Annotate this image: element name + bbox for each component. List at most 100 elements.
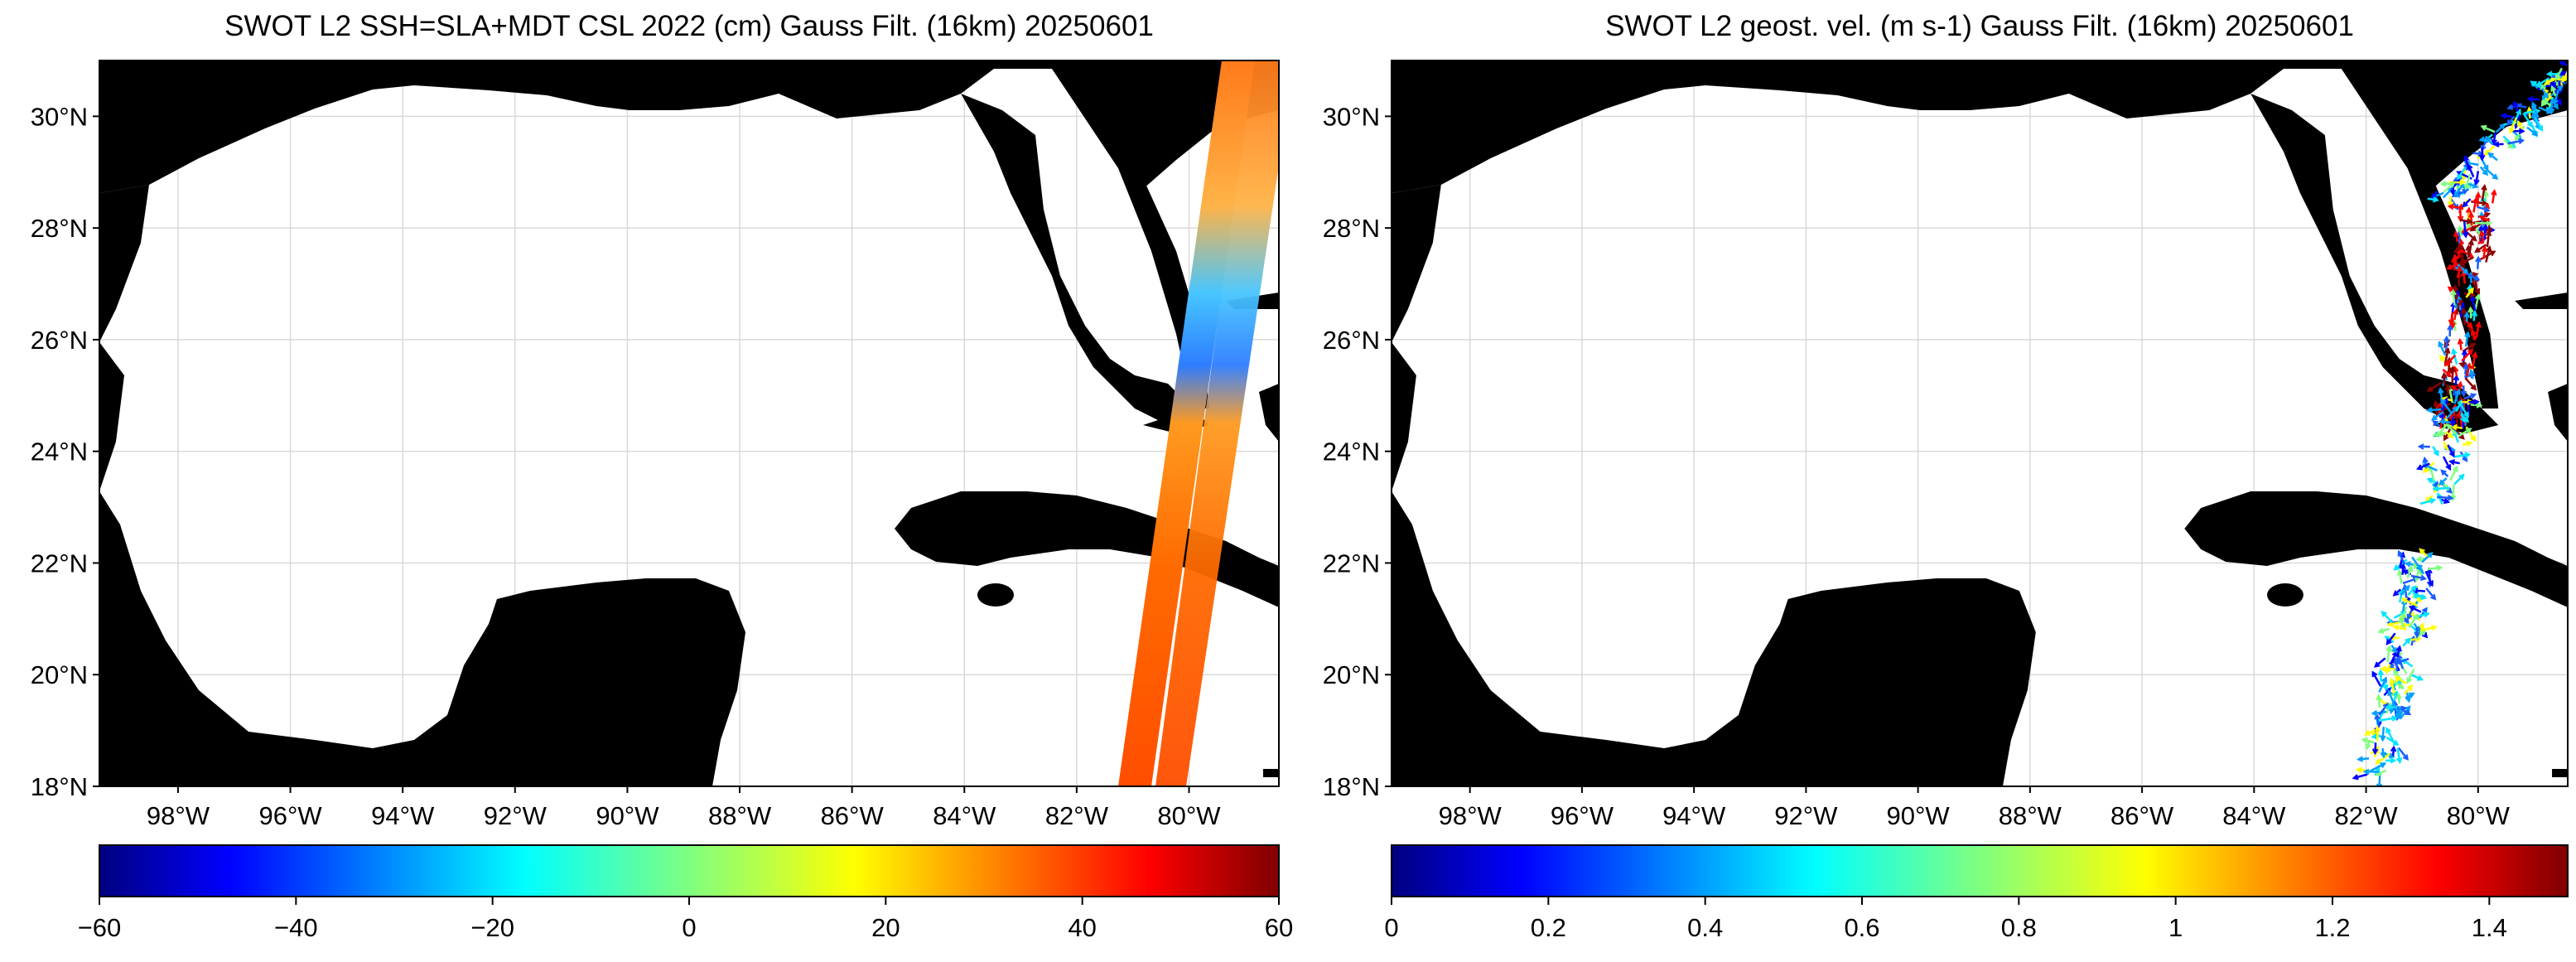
velocity-arrow — [2396, 646, 2401, 658]
velocity-arrowhead — [2422, 466, 2429, 474]
velocity-arrowhead — [2462, 231, 2469, 239]
velocity-arrowhead — [2406, 677, 2413, 684]
velocity-arrowhead — [2453, 412, 2461, 419]
velocity-arrowhead — [2464, 452, 2472, 458]
velocity-arrowhead — [2469, 364, 2477, 371]
velocity-arrowhead — [2352, 774, 2359, 781]
velocity-arrowhead — [2474, 288, 2480, 295]
velocity-arrowhead — [2474, 292, 2482, 300]
velocity-arrow — [2385, 632, 2396, 645]
velocity-arrowhead — [2508, 127, 2515, 134]
velocity-arrowhead — [2460, 416, 2467, 423]
lat-tick-label: 30°N — [1323, 102, 1380, 131]
velocity-arrow — [2400, 585, 2410, 597]
velocity-arrowhead — [2516, 108, 2521, 115]
lat-tick-label: 22°N — [31, 549, 88, 578]
velocity-arrow — [2467, 164, 2475, 178]
velocity-arrow — [2375, 714, 2381, 727]
velocity-arrowhead — [2486, 220, 2493, 227]
velocity-arrow — [2475, 322, 2481, 339]
velocity-arrowhead — [2466, 218, 2473, 225]
velocity-arrow — [2408, 614, 2419, 628]
velocity-arrowhead — [2388, 752, 2395, 759]
velocity-arrow — [2437, 496, 2453, 500]
velocity-arrowhead — [2408, 606, 2415, 612]
velocity-arrowhead — [2463, 311, 2470, 318]
velocity-arrow — [2487, 152, 2498, 162]
lat-tick-label: 20°N — [1323, 660, 1380, 689]
colorbar-tick-label: 20 — [871, 913, 900, 942]
velocity-arrow — [2397, 747, 2409, 761]
velocity-arrow — [2406, 566, 2413, 578]
velocity-arrowhead — [2405, 696, 2411, 703]
velocity-arrowhead — [2463, 183, 2470, 191]
velocity-arrowhead — [2415, 555, 2423, 563]
velocity-arrow — [2449, 312, 2454, 325]
lon-tick-label: 84°W — [933, 801, 996, 830]
velocity-arrow — [2492, 131, 2497, 144]
velocity-arrow — [2526, 126, 2538, 136]
velocity-arrowhead — [2447, 323, 2453, 331]
velocity-arrow — [2541, 87, 2549, 99]
velocity-arrowhead — [2422, 456, 2429, 463]
velocity-arrowhead — [2375, 758, 2381, 765]
velocity-arrowhead — [2379, 665, 2386, 673]
velocity-arrowhead — [2453, 191, 2460, 197]
velocity-arrowhead — [2491, 138, 2497, 146]
velocity-arrow — [2453, 183, 2465, 196]
velocity-arrowhead — [2469, 225, 2477, 232]
velocity-arrow — [2374, 657, 2386, 668]
velocity-arrow — [2419, 499, 2435, 505]
velocity-arrowhead — [2482, 164, 2489, 172]
velocity-arrow — [2457, 166, 2467, 180]
velocity-arrowhead — [2365, 743, 2371, 751]
velocity-arrowhead — [2392, 739, 2400, 746]
velocity-arrow — [2554, 67, 2563, 80]
colorbar-tick-label: 0.6 — [1844, 913, 1879, 942]
velocity-arrowhead — [2487, 152, 2494, 158]
velocity-arrowhead — [2518, 138, 2525, 145]
velocity-arrowhead — [2417, 443, 2424, 450]
velocity-arrow — [2476, 193, 2480, 207]
velocity-arrowhead — [2450, 423, 2458, 431]
velocity-arrow — [2401, 606, 2408, 620]
lat-tick-label: 24°N — [1323, 437, 1380, 466]
velocity-arrowhead — [2447, 495, 2454, 501]
velocity-arrow — [2398, 589, 2404, 603]
velocity-arrowhead — [2457, 225, 2464, 232]
velocity-arrow — [2385, 728, 2395, 744]
velocity-arrowhead — [2555, 99, 2562, 106]
velocity-colorbar — [1391, 844, 2569, 897]
velocity-arrowhead — [2457, 380, 2463, 388]
velocity-arrowhead — [2463, 411, 2469, 418]
lon-tick-label: 88°W — [708, 801, 772, 830]
velocity-arrow — [2395, 676, 2407, 684]
velocity-arrowhead — [2467, 322, 2473, 329]
velocity-arrow — [2469, 307, 2472, 319]
velocity-arrow — [2442, 187, 2453, 199]
velocity-arrowhead — [2421, 631, 2429, 639]
velocity-arrowhead — [2543, 92, 2549, 99]
velocity-arrow — [2502, 135, 2516, 148]
velocity-arrow — [2538, 106, 2552, 114]
velocity-arrowhead — [2491, 189, 2497, 196]
lon-tick-label: 88°W — [1999, 801, 2062, 830]
velocity-arrowhead — [2557, 85, 2564, 92]
velocity-arrow — [2370, 762, 2385, 772]
velocity-arrowhead — [2428, 580, 2434, 587]
velocity-arrow — [2378, 677, 2387, 693]
velocity-arrowhead — [2476, 402, 2483, 408]
velocity-arrowhead — [2458, 251, 2465, 259]
velocity-arrowhead — [2459, 179, 2467, 186]
velocity-arrowhead — [2472, 182, 2479, 189]
velocity-arrow — [2483, 225, 2487, 240]
velocity-arrow — [2378, 703, 2389, 716]
velocity-arrowhead — [2507, 143, 2515, 150]
velocity-arrow — [2455, 400, 2463, 412]
lon-tick-label: 86°W — [821, 801, 885, 830]
lon-tick-label: 98°W — [1439, 801, 1503, 830]
velocity-arrowhead — [2475, 255, 2482, 263]
velocity-arrowhead — [2439, 479, 2445, 486]
velocity-arrowhead — [2400, 597, 2408, 604]
velocity-arrowhead — [2451, 256, 2458, 263]
